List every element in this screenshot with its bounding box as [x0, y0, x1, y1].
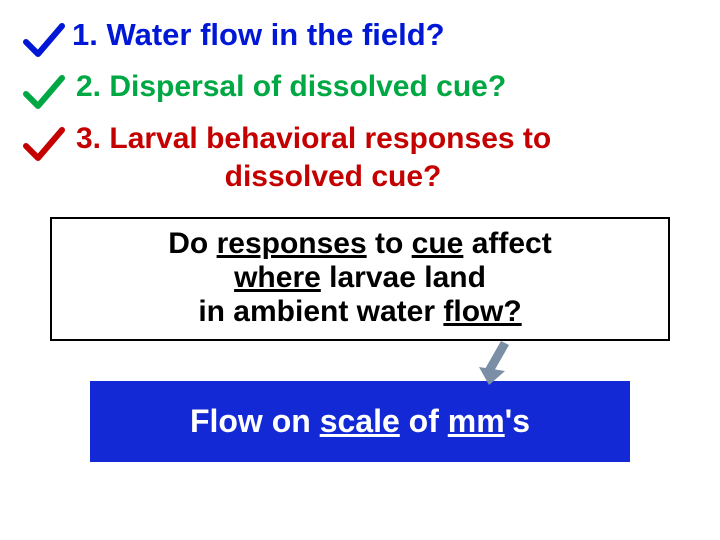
arrow-wrap [20, 341, 700, 381]
text: in ambient water [198, 295, 443, 328]
underlined-responses: responses [217, 227, 367, 260]
underlined-flow: flow? [443, 295, 521, 328]
text: of [400, 403, 448, 439]
underlined-cue: cue [412, 227, 464, 260]
text: Do [168, 227, 216, 260]
item-3: 3. Larval behavioral responses to dissol… [20, 120, 700, 195]
text: 's [505, 403, 530, 439]
item-1-number: 1. [72, 17, 98, 52]
text: Flow on [190, 403, 320, 439]
checkmark-icon [20, 72, 68, 114]
item-3-line1: Larval behavioral responses to [109, 122, 551, 155]
question-line-3: in ambient water flow? [72, 295, 648, 329]
question-line-1: Do responses to cue affect [72, 227, 648, 261]
checkmark-icon [20, 124, 68, 166]
underlined-mm: mm [448, 403, 505, 439]
slide: 1. Water flow in the field? 2. Dispersal… [0, 0, 720, 540]
item-1: 1. Water flow in the field? [20, 16, 700, 62]
text: affect [463, 227, 551, 260]
item-1-body: Water flow in the field? [106, 17, 444, 52]
text: to [367, 227, 412, 260]
question-line-2: where larvae land [72, 261, 648, 295]
item-3-number: 3. [76, 122, 101, 155]
arrow-down-icon [475, 339, 521, 390]
conclusion-box: Flow on scale of mm's [90, 381, 630, 462]
item-2-text: 2. Dispersal of dissolved cue? [76, 68, 700, 106]
underlined-scale: scale [320, 403, 400, 439]
item-2-body: Dispersal of dissolved cue? [109, 70, 506, 103]
text: larvae land [321, 261, 486, 294]
item-1-text: 1. Water flow in the field? [72, 16, 700, 55]
underlined-where: where [234, 261, 321, 294]
item-2: 2. Dispersal of dissolved cue? [20, 68, 700, 114]
item-3-line2: dissolved cue? [225, 160, 442, 193]
item-2-number: 2. [76, 70, 101, 103]
checkmark-icon [20, 20, 68, 62]
item-3-text: 3. Larval behavioral responses to dissol… [76, 120, 700, 195]
question-box: Do responses to cue affect where larvae … [50, 217, 670, 341]
